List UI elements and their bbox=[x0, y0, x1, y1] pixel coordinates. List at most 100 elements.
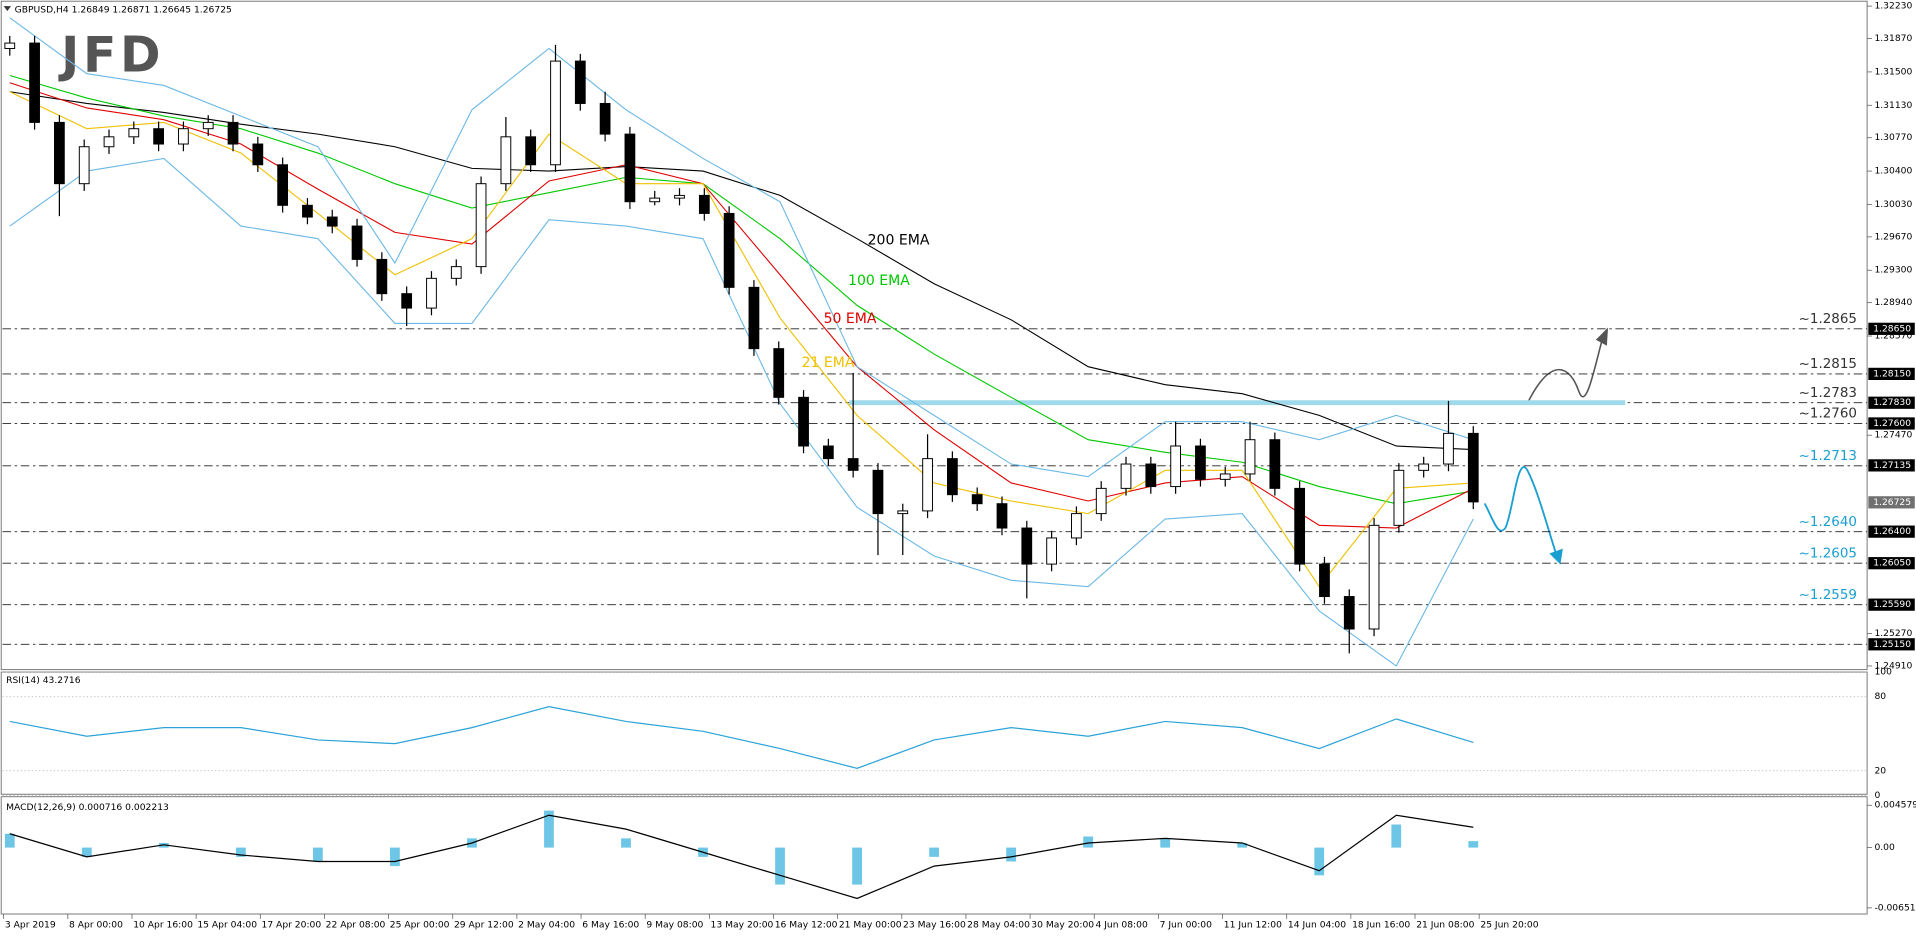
candle-body bbox=[153, 128, 164, 145]
candle-body bbox=[1343, 596, 1355, 630]
y-tick-label: 20 bbox=[1874, 765, 1886, 776]
candle-body bbox=[475, 183, 487, 268]
x-tick-label: 11 Jun 12:00 bbox=[1224, 920, 1282, 931]
x-tick-label: 10 Apr 16:00 bbox=[133, 920, 193, 931]
x-tick-label: 13 May 20:00 bbox=[711, 920, 774, 931]
legend-label: 100 EMA bbox=[848, 273, 910, 289]
price-tag bbox=[1868, 496, 1915, 509]
price-tag-label: 1.26400 bbox=[1873, 526, 1911, 537]
menu-icon bbox=[3, 6, 12, 11]
candle-body bbox=[1145, 463, 1157, 488]
price-tag-label: 1.28650 bbox=[1873, 323, 1911, 334]
candle-body bbox=[78, 146, 90, 185]
x-tick-label: 25 Apr 00:00 bbox=[390, 920, 450, 931]
ema-line bbox=[9, 74, 1474, 505]
y-tick-label: 1.29300 bbox=[1874, 265, 1912, 276]
price-tag bbox=[1868, 638, 1915, 651]
price-tag bbox=[1868, 557, 1915, 570]
candle-body bbox=[1294, 487, 1306, 565]
candle-body bbox=[698, 194, 710, 214]
macd-bar bbox=[929, 847, 939, 857]
candle-body bbox=[227, 121, 239, 145]
candle-body bbox=[202, 121, 214, 130]
x-tick-label: 14 Jun 04:00 bbox=[1288, 920, 1346, 931]
candle-body bbox=[29, 42, 40, 123]
y-tick-label: 80 bbox=[1874, 691, 1886, 702]
macd-bar bbox=[1083, 836, 1094, 848]
bollinger-band bbox=[9, 17, 1474, 478]
ema-line bbox=[9, 91, 1474, 451]
candle-body bbox=[723, 212, 735, 288]
y-tick-label: 1.31870 bbox=[1874, 33, 1912, 44]
candle-body bbox=[500, 136, 512, 185]
legend-label: 21 EMA bbox=[802, 355, 855, 371]
candle-body bbox=[326, 216, 338, 227]
price-tag-label: 1.25590 bbox=[1873, 599, 1911, 610]
macd-bar bbox=[775, 847, 785, 885]
candle-body bbox=[401, 293, 413, 309]
x-tick-label: 18 Jun 16:00 bbox=[1352, 920, 1410, 931]
candle-body bbox=[1319, 563, 1330, 598]
candle-body bbox=[4, 42, 16, 49]
rsi-line bbox=[9, 705, 1474, 769]
x-tick-label: 7 Jun 00:00 bbox=[1160, 920, 1213, 931]
x-tick-label: 9 May 08:00 bbox=[646, 920, 703, 931]
x-tick-label: 15 Apr 04:00 bbox=[197, 920, 257, 931]
candle-body bbox=[376, 258, 388, 295]
arrow-head-down bbox=[1549, 548, 1563, 565]
price-tag-label: 1.25150 bbox=[1873, 639, 1911, 650]
candle-body bbox=[847, 458, 859, 471]
level-label: ~1.2605 bbox=[1799, 546, 1857, 561]
macd-title: MACD(12,26,9) 0.000716 0.002213 bbox=[6, 802, 169, 813]
price-tag-label: 1.27600 bbox=[1873, 418, 1911, 429]
price-tag bbox=[1868, 598, 1915, 611]
candle-body bbox=[128, 128, 140, 138]
macd-bar bbox=[81, 847, 92, 857]
macd-bar bbox=[235, 847, 246, 857]
x-tick-label: 30 May 20:00 bbox=[1031, 920, 1094, 931]
candle-body bbox=[178, 128, 189, 145]
candle-body bbox=[574, 60, 586, 104]
candle-body bbox=[971, 494, 983, 505]
price-panel bbox=[0, 0, 1868, 671]
y-tick-label: 1.24910 bbox=[1874, 660, 1912, 671]
macd-bar bbox=[4, 833, 15, 848]
level-label: ~1.2640 bbox=[1799, 515, 1857, 530]
candle-body bbox=[1393, 469, 1405, 526]
x-tick-label: 2 May 04:00 bbox=[518, 920, 575, 931]
candle-body bbox=[1368, 524, 1380, 630]
candle-body bbox=[897, 510, 909, 515]
level-label: ~1.2713 bbox=[1799, 449, 1857, 464]
candle-body bbox=[1244, 439, 1256, 475]
y-tick-label: 1.27470 bbox=[1874, 430, 1912, 441]
price-tag-label: 1.27135 bbox=[1873, 460, 1911, 471]
macd-bar bbox=[312, 847, 323, 862]
candle-body bbox=[599, 102, 611, 135]
macd-bar bbox=[1391, 824, 1402, 848]
candle-body bbox=[1269, 439, 1281, 489]
macd-bar bbox=[544, 810, 554, 848]
y-tick-label: 0 bbox=[1874, 790, 1880, 801]
y-tick-label: 1.31500 bbox=[1874, 66, 1912, 77]
candle-body bbox=[1021, 527, 1033, 565]
y-tick-label: 1.29670 bbox=[1874, 231, 1912, 242]
macd-bar bbox=[621, 838, 631, 848]
macd-bar bbox=[1237, 842, 1248, 848]
y-tick-label: 1.31130 bbox=[1874, 100, 1912, 111]
macd-bar bbox=[1006, 847, 1017, 862]
x-tick-label: 28 May 04:00 bbox=[967, 920, 1030, 931]
x-tick-label: 22 Apr 08:00 bbox=[326, 920, 386, 931]
candle-body bbox=[1046, 537, 1057, 565]
legend-label: 50 EMA bbox=[824, 311, 877, 327]
candle-body bbox=[947, 458, 958, 496]
candle-body bbox=[302, 204, 313, 218]
y-tick-label: 100 bbox=[1874, 667, 1892, 678]
arrow-head-up bbox=[1595, 327, 1609, 346]
candle-body bbox=[351, 225, 363, 260]
candle-body bbox=[277, 164, 289, 206]
y-tick-label: 1.28570 bbox=[1874, 331, 1912, 342]
candle-body bbox=[550, 60, 561, 166]
candle-body bbox=[450, 266, 462, 279]
